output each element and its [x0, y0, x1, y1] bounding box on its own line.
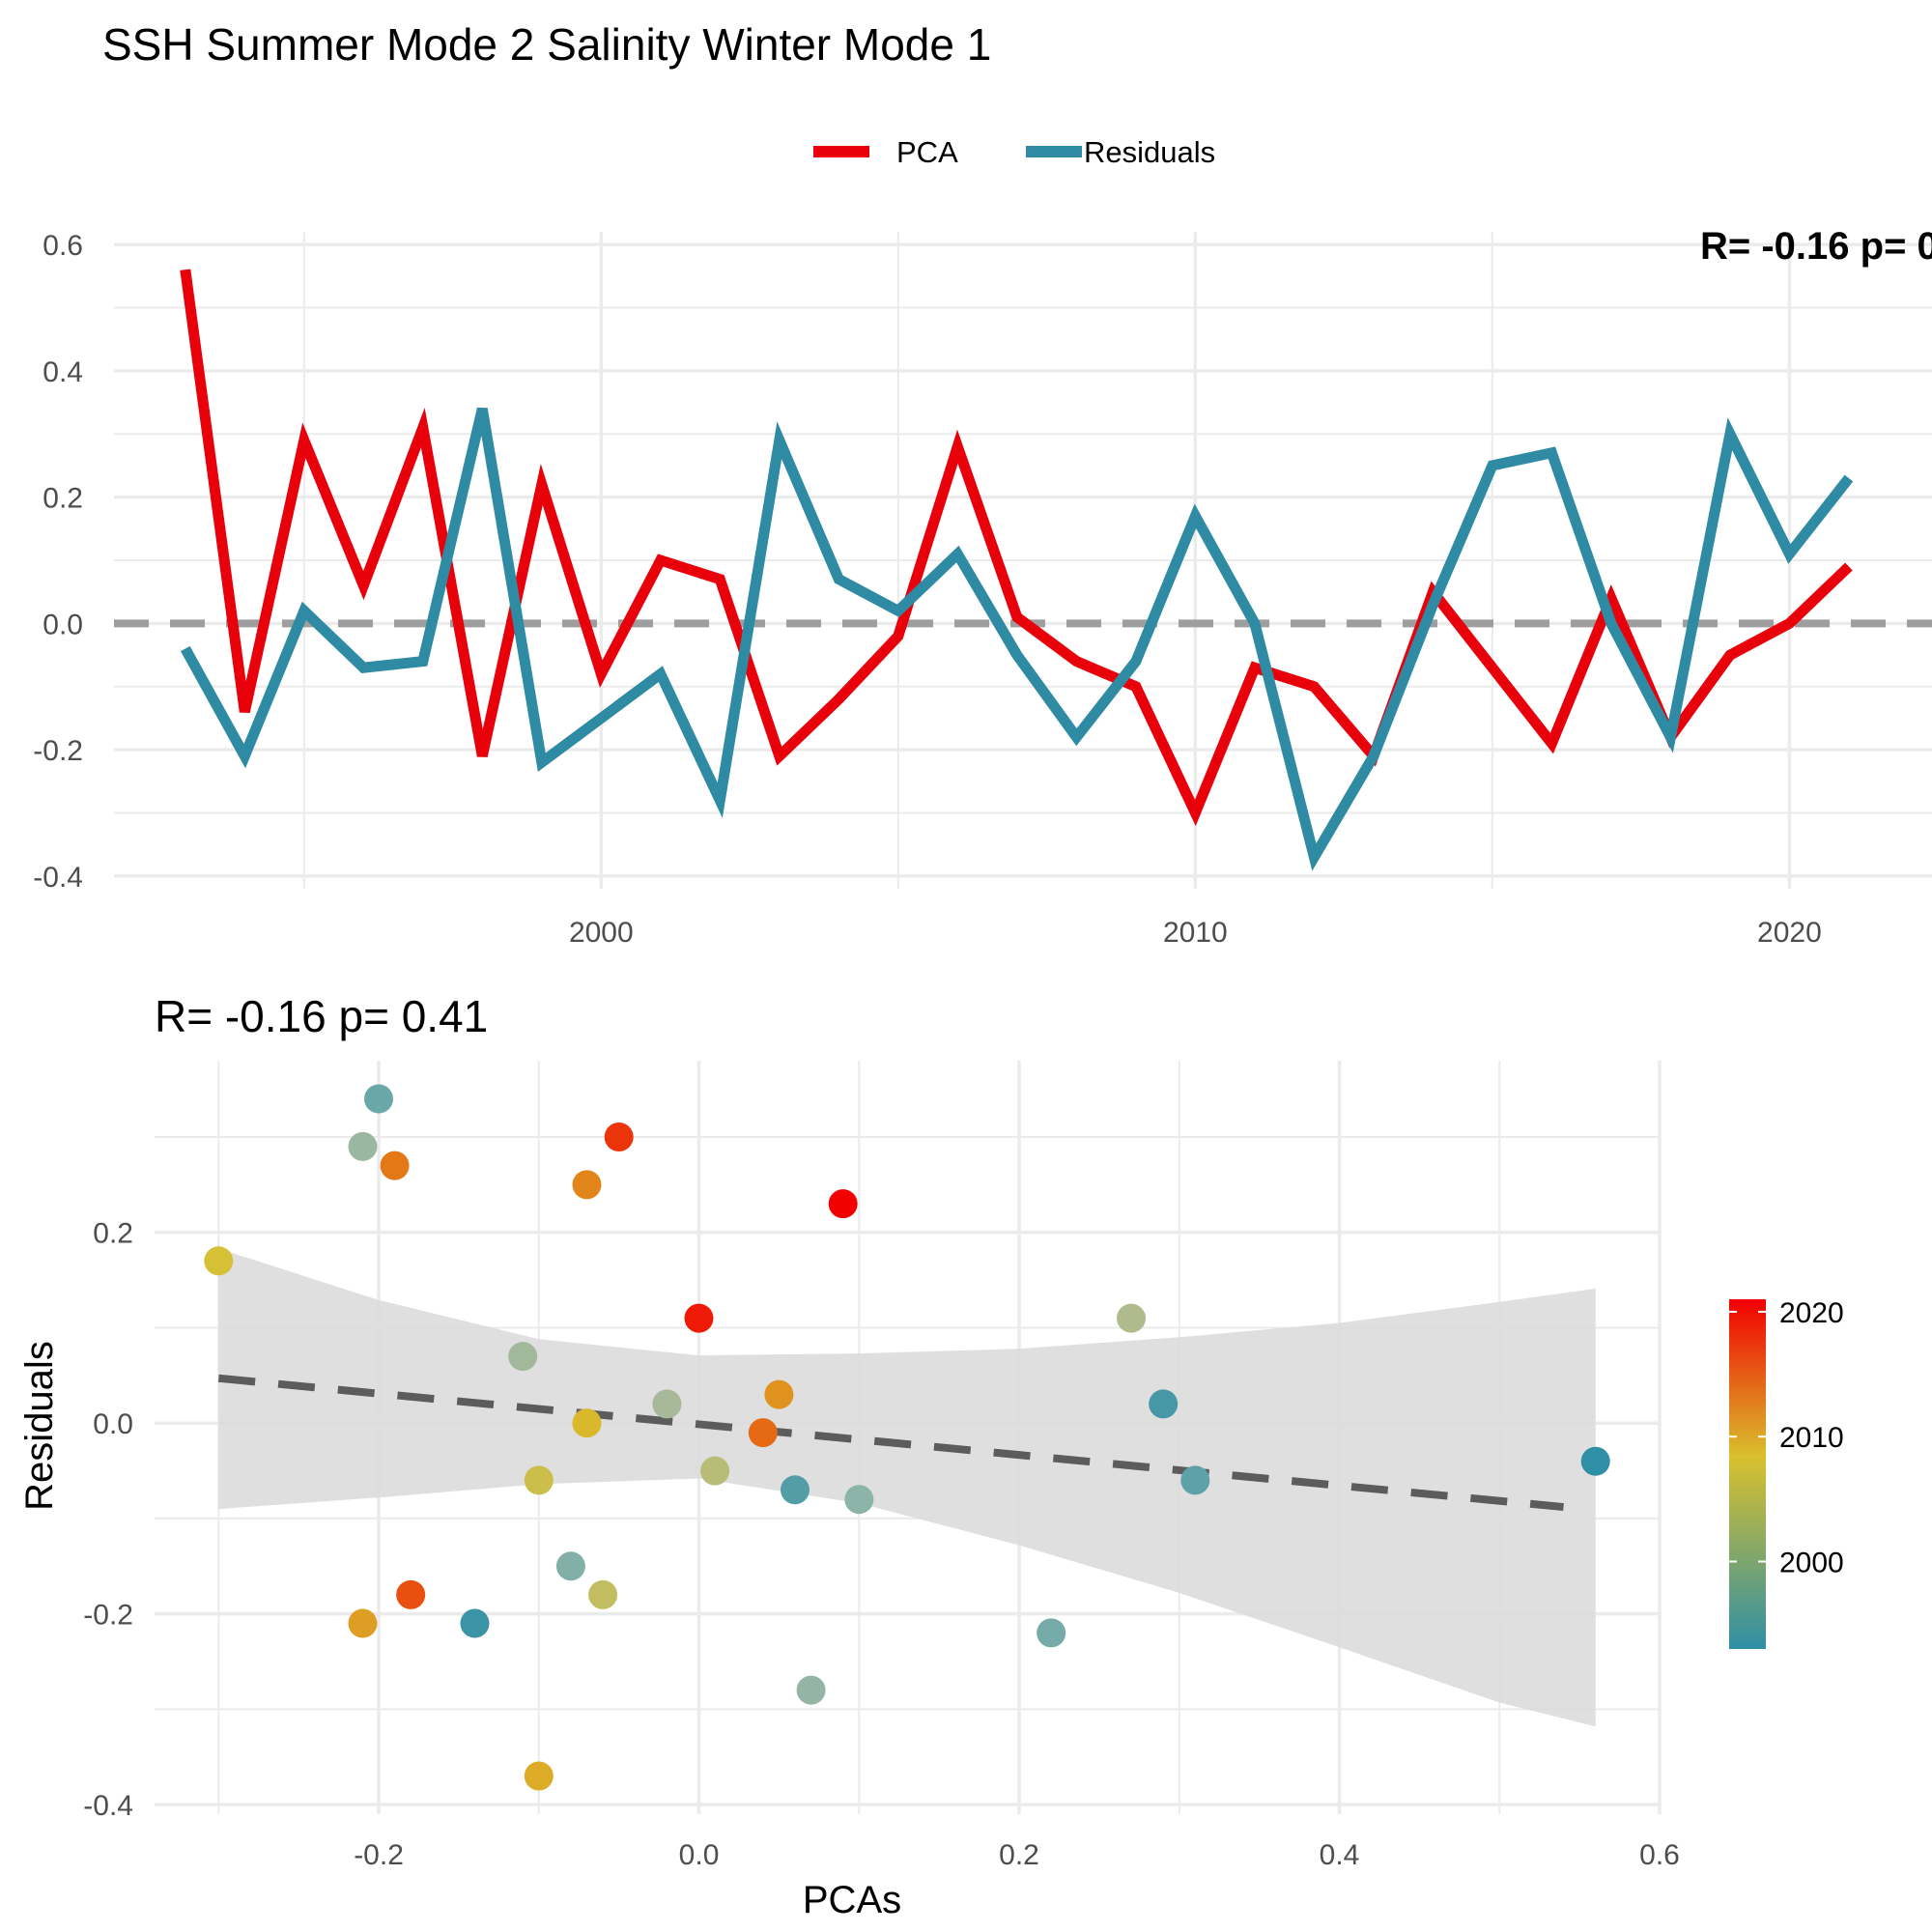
scatter-point [572, 1408, 602, 1438]
y-tick-label: 0.0 [93, 1408, 133, 1440]
x-axis-title: PCAs [803, 1879, 901, 1921]
x-tick-label: 0.6 [1639, 1839, 1680, 1871]
y-axis-title: Residuals [18, 1341, 61, 1511]
colorbar-tick-label: 2000 [1779, 1548, 1844, 1579]
confidence-ribbon [218, 1248, 1596, 1727]
scatter-point [348, 1608, 378, 1638]
trend-line [217, 1374, 1564, 1512]
scatter-point [828, 1189, 858, 1219]
y-tick-label: -0.4 [33, 862, 83, 894]
figure-title: SSH Summer Mode 2 Salinity Winter Mode 1 [102, 19, 991, 70]
scatter-panel: R= -0.16 p= 0.41 -0.4 -0.2 0.0 0.2 -0.2 0.0 0… [18, 991, 1844, 1921]
legend-pca-label: PCA [896, 135, 958, 169]
scatter-point [1580, 1446, 1610, 1476]
scatter-point [652, 1389, 682, 1419]
y-tick-label: 0.2 [93, 1218, 133, 1250]
y-tick-label: 0.6 [43, 230, 83, 262]
timeseries-x-axis: 2000 2010 2020 [569, 917, 1822, 949]
scatter-point [555, 1551, 585, 1581]
scatter-point [204, 1246, 234, 1276]
scatter-point [844, 1485, 874, 1515]
scatter-point [588, 1579, 618, 1609]
timeseries-y-axis: -0.4 -0.2 0.0 0.2 0.4 0.6 [33, 230, 83, 894]
timeseries-series [114, 269, 1932, 871]
scatter-point [524, 1761, 554, 1791]
y-tick-label: 0.4 [43, 356, 83, 388]
y-tick-label: -0.2 [83, 1600, 133, 1632]
scatter-y-axis: -0.4 -0.2 0.0 0.2 [83, 1218, 133, 1822]
scatter-point [396, 1579, 426, 1609]
scatter-points [204, 1084, 1610, 1791]
scatter-point [572, 1170, 602, 1200]
x-tick-label: 2000 [569, 917, 634, 949]
x-tick-label: -0.2 [354, 1839, 404, 1871]
timeseries-panel: -0.4 -0.2 0.0 0.2 0.4 0.6 2000 2010 2020 R= -0.… [33, 225, 1932, 949]
scatter-point [684, 1303, 714, 1333]
scatter-point [1037, 1618, 1066, 1648]
x-tick-label: 0.2 [999, 1839, 1039, 1871]
y-tick-label: -0.2 [33, 735, 83, 767]
scatter-point [1180, 1465, 1210, 1495]
series-line-pca [180, 269, 1853, 827]
x-tick-label: 0.4 [1320, 1839, 1360, 1871]
scatter-point [604, 1122, 634, 1151]
colorbar-tick-label: 2010 [1779, 1422, 1844, 1454]
legend: PCA Residuals [813, 135, 1215, 169]
scatter-point [748, 1418, 778, 1448]
scatter-point [796, 1675, 826, 1705]
year-colorbar: 2000 2010 2020 [1729, 1297, 1844, 1649]
colorbar-tick-label: 2020 [1779, 1297, 1844, 1329]
scatter-point [700, 1456, 730, 1486]
scatter-point [364, 1084, 393, 1114]
scatter-point [348, 1131, 378, 1161]
scatter-point [524, 1465, 554, 1495]
timeseries-grid [114, 232, 1932, 889]
scatter-point [380, 1151, 410, 1180]
scatter-point [764, 1379, 794, 1409]
legend-residuals-label: Residuals [1084, 135, 1215, 169]
y-tick-label: 0.2 [43, 483, 83, 515]
colorbar-gradient [1729, 1299, 1766, 1649]
x-tick-label: 2020 [1757, 917, 1822, 949]
scatter-title: R= -0.16 p= 0.41 [155, 991, 488, 1041]
timeseries-corner-annotation: R= -0.16 p= 0.41 [1700, 225, 1932, 268]
scatter-point [1149, 1389, 1179, 1419]
y-tick-label: 0.0 [43, 609, 83, 640]
scatter-point [460, 1608, 490, 1638]
y-tick-label: -0.4 [83, 1790, 133, 1822]
scatter-point [1117, 1303, 1146, 1333]
x-tick-label: 2010 [1163, 917, 1228, 949]
x-tick-label: 0.0 [679, 1839, 720, 1871]
scatter-point [508, 1342, 538, 1372]
scatter-point [781, 1475, 810, 1505]
scatter-x-axis: -0.2 0.0 0.2 0.4 0.6 [354, 1839, 1680, 1871]
series-line-residuals [180, 407, 1854, 871]
